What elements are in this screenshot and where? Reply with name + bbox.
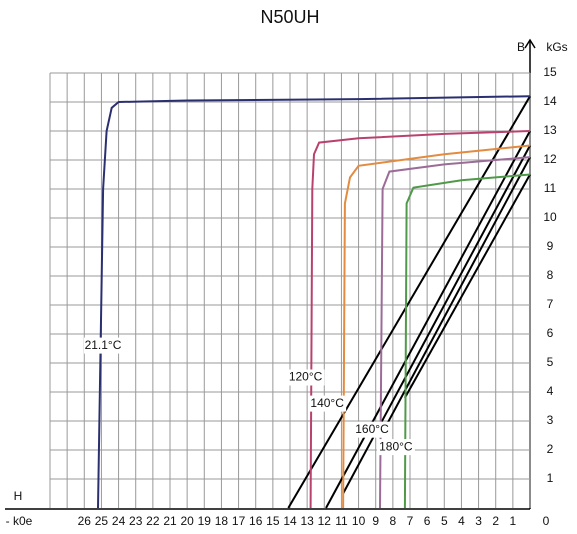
y-tick-label: 9 [547,239,554,253]
curve-label: 120°C [289,370,323,384]
load-line [380,156,531,436]
load-line [287,95,531,509]
y-tick-label: 14 [543,94,557,108]
chart-title: N50UH [260,7,319,27]
x-axis-label: H [14,489,23,503]
x-tick-label: 3 [475,514,482,528]
x-tick-label: 2 [492,514,499,528]
x-tick-label: 8 [390,514,397,528]
y-axis-label: B [517,40,525,54]
y-tick-label: 13 [543,123,557,137]
curve-label-bg [308,395,347,412]
x-tick-label: 9 [372,514,379,528]
y-tick-label: 3 [547,413,554,427]
y-tick-label: 11 [544,181,557,195]
curve-label: 140°C [310,396,344,410]
x-tick-label: 16 [249,514,263,528]
x-tick-label: 12 [318,514,332,528]
x-tick-label: 7 [407,514,414,528]
curve [309,130,531,509]
x-tick-label: 6 [424,514,431,528]
curve [97,95,531,509]
x-tick-label: 26 [78,514,92,528]
y-tick-label: 12 [543,152,557,166]
curve-label-bg [376,439,415,456]
y-tick-label: 8 [547,268,554,282]
y-tick-label: 10 [543,210,557,224]
y-tick-label: 1 [547,471,554,485]
y-tick-label: 7 [547,297,554,311]
x-tick-label: 19 [198,514,212,528]
x-tick-label: 11 [335,514,348,528]
curve-label: 160°C [355,422,389,436]
y-axis-unit: kGs [546,40,567,54]
y-tick-label: 6 [547,326,554,340]
x-tick-label: 1 [510,514,517,528]
x-tick-label: 13 [300,514,314,528]
x-tick-label: 10 [352,514,366,528]
y-tick-label: 15 [543,65,557,79]
load-line [404,174,531,399]
curve [342,144,531,509]
x-tick-label: 18 [215,514,229,528]
x-tick-label: 22 [146,514,160,528]
y-tick-label: 2 [547,442,554,456]
x-tick-label: 15 [266,514,280,528]
x-tick-label: 5 [441,514,448,528]
x-tick-label: 17 [232,514,246,528]
curve-label: 21.1°C [85,338,122,352]
load-line [342,145,531,494]
y-tick-label: 5 [547,355,554,369]
x-axis-unit: - k0e [6,514,33,528]
x-tick-label: 20 [180,514,194,528]
curve [403,173,531,509]
y-tick-label: 4 [547,384,554,398]
x-tick-label: 25 [95,514,109,528]
curve-label: 180°C [379,439,413,453]
x-tick-label: 4 [458,514,465,528]
load-line [325,130,531,509]
x-tick-label: 21 [163,514,177,528]
x-tick-label: 0 [543,514,550,528]
curve-label-bg [84,337,122,354]
curve-label-bg [353,421,391,438]
x-tick-label: 23 [129,514,143,528]
curve-label-bg [286,369,325,386]
x-tick-label: 14 [283,514,297,528]
x-tick-label: 24 [112,514,126,528]
y-axis-arrow [524,38,536,49]
curve [379,156,531,509]
